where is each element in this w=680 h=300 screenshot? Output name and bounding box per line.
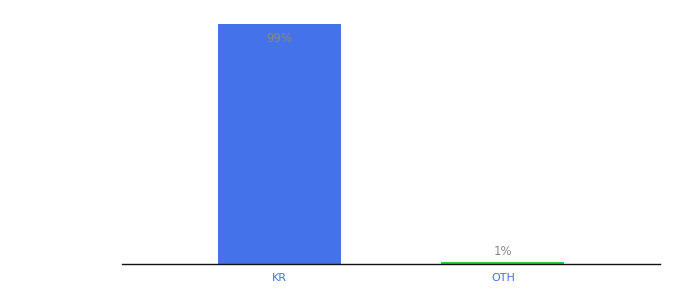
Text: 1%: 1% bbox=[494, 245, 512, 258]
Bar bbox=[441, 262, 564, 264]
Text: 99%: 99% bbox=[266, 32, 292, 45]
Bar bbox=[218, 24, 341, 264]
